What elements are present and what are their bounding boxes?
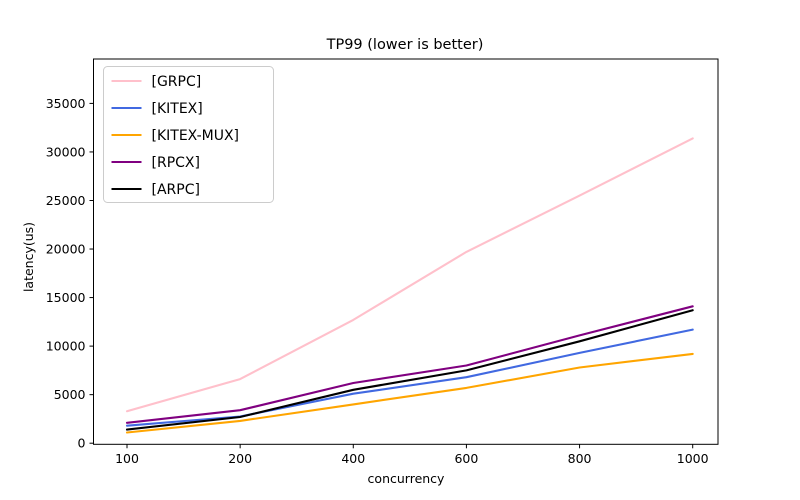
y-tick-label: 30000 [46, 144, 86, 159]
legend-label-kitex: [KITEX] [152, 101, 203, 117]
series-line-arpc [125, 309, 694, 431]
legend-label-arpc: [ARPC] [152, 182, 200, 198]
y-tick-label: 0 [78, 436, 86, 451]
x-axis-label: concurrency [368, 471, 446, 486]
x-tick-label: 400 [341, 451, 365, 466]
legend-label-grpc: [GRPC] [152, 74, 202, 90]
legend-label-kitex-mux: [KITEX-MUX] [152, 128, 240, 144]
y-tick-label: 35000 [46, 96, 86, 111]
x-tick-label: 1000 [677, 451, 709, 466]
series-line-rpcx [125, 305, 694, 424]
series-line-kitex-mux [125, 352, 694, 434]
y-tick-label: 20000 [46, 242, 86, 257]
y-tick-label: 15000 [46, 290, 86, 305]
x-tick-label: 100 [115, 451, 139, 466]
plot-border [93, 58, 719, 445]
y-tick-label: 10000 [46, 339, 86, 354]
legend-label-rpcx: [RPCX] [152, 155, 200, 171]
x-tick-label: 200 [228, 451, 252, 466]
series-line-grpc [125, 137, 694, 413]
legend-box [103, 66, 274, 203]
chart-title: TP99 (lower is better) [326, 37, 484, 53]
series-line-kitex [125, 328, 694, 427]
x-tick-label: 800 [568, 451, 592, 466]
y-tick-label: 25000 [46, 193, 86, 208]
x-tick-label: 600 [454, 451, 478, 466]
y-tick-label: 5000 [54, 387, 86, 402]
y-axis-label: latency(us) [21, 222, 36, 292]
